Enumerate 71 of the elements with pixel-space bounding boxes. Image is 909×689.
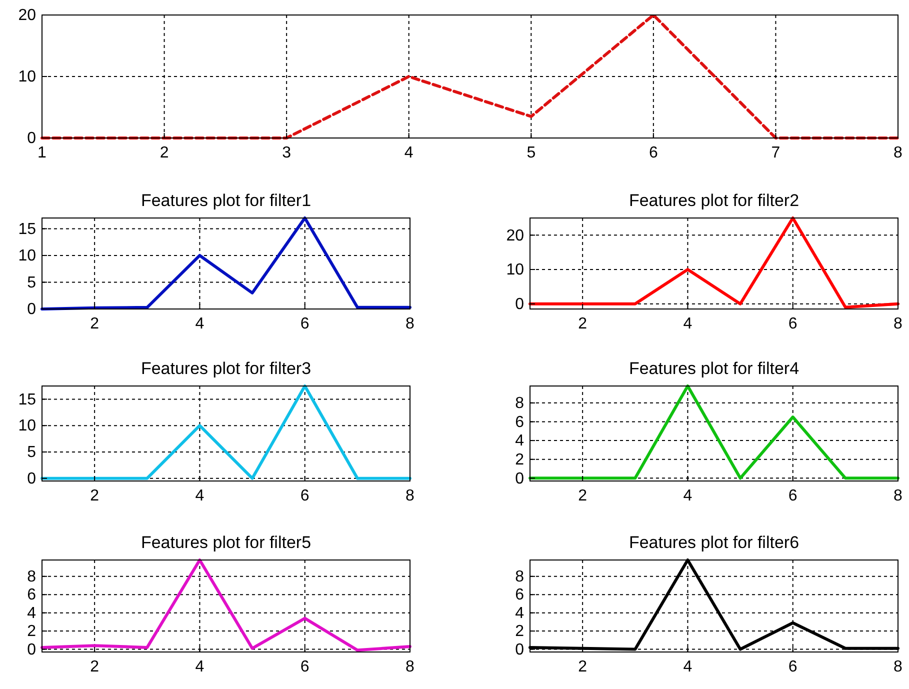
y-tick-label: 0 [515,641,524,658]
x-tick-label: 8 [406,315,415,332]
x-tick-label: 8 [894,487,903,504]
y-tick-label: 4 [515,604,524,622]
line-series [40,216,412,310]
x-tick-label: 7 [771,144,780,162]
x-tick-label: 8 [894,658,903,676]
line-series [40,558,412,652]
y-tick-label: 5 [27,274,36,292]
chart-title: Features plot for filter5 [140,533,312,552]
x-tick-label: 6 [300,315,310,332]
x-tick-label: 2 [90,658,100,676]
x-tick-label: 4 [683,658,692,676]
y-tick-label: 0 [515,296,524,313]
y-tick-label: 10 [18,418,36,435]
x-tick-label: 6 [648,144,658,162]
x-tick-label: 8 [406,487,415,504]
x-tick-label: 5 [526,144,536,162]
y-tick-label: 0 [27,130,36,148]
y-tick-label: 8 [515,568,524,586]
x-tick-label: 4 [195,315,204,332]
y-tick-label: 15 [18,220,36,238]
y-tick-label: 6 [27,586,36,604]
chart-title: Features plot for filter6 [628,533,800,552]
x-tick-label: 2 [578,315,588,332]
chart-title: Features plot for filter3 [140,359,312,378]
x-tick-label: 6 [788,658,798,676]
x-tick-label: 6 [300,487,310,504]
y-tick-label: 0 [515,470,524,488]
chart-title: Features plot for filter2 [628,191,800,210]
y-tick-label: 0 [27,641,36,658]
x-tick-label: 4 [683,487,692,504]
x-tick-label: 4 [195,658,204,676]
y-tick-label: 0 [27,301,36,318]
x-tick-label: 2 [578,487,588,504]
x-tick-label: 4 [404,144,414,162]
y-tick-label: 2 [515,623,524,640]
x-tick-label: 2 [578,658,588,676]
x-tick-label: 6 [300,658,310,676]
y-tick-label: 8 [515,395,524,412]
y-tick-label: 10 [506,262,524,279]
x-tick-label: 4 [683,315,692,332]
chart-title: Features plot for filter4 [628,359,800,378]
chart-title: Features plot for filter1 [140,191,312,210]
y-tick-label: 4 [515,432,524,450]
x-tick-label: 8 [894,144,903,162]
y-tick-label: 20 [18,7,36,24]
x-tick-label: 6 [788,315,798,332]
x-tick-label: 2 [90,315,100,332]
y-tick-label: 20 [506,227,524,244]
y-tick-label: 0 [27,470,36,488]
y-tick-label: 4 [27,604,36,622]
line-series [40,14,900,140]
x-tick-label: 4 [195,487,204,504]
y-tick-label: 6 [515,586,524,604]
y-tick-label: 8 [27,568,36,586]
x-tick-label: 3 [282,144,292,162]
line-series [528,216,900,309]
y-tick-label: 2 [515,451,524,468]
y-tick-label: 2 [27,623,36,640]
y-tick-label: 15 [18,391,36,408]
x-tick-label: 1 [38,144,47,162]
x-tick-label: 8 [406,658,415,676]
x-tick-label: 2 [160,144,169,162]
y-tick-label: 6 [515,414,524,431]
x-tick-label: 6 [788,487,798,504]
x-tick-label: 8 [894,315,903,332]
y-tick-label: 10 [18,248,36,265]
y-tick-label: 5 [27,444,36,462]
x-tick-label: 2 [90,487,100,504]
y-tick-label: 10 [18,68,36,86]
